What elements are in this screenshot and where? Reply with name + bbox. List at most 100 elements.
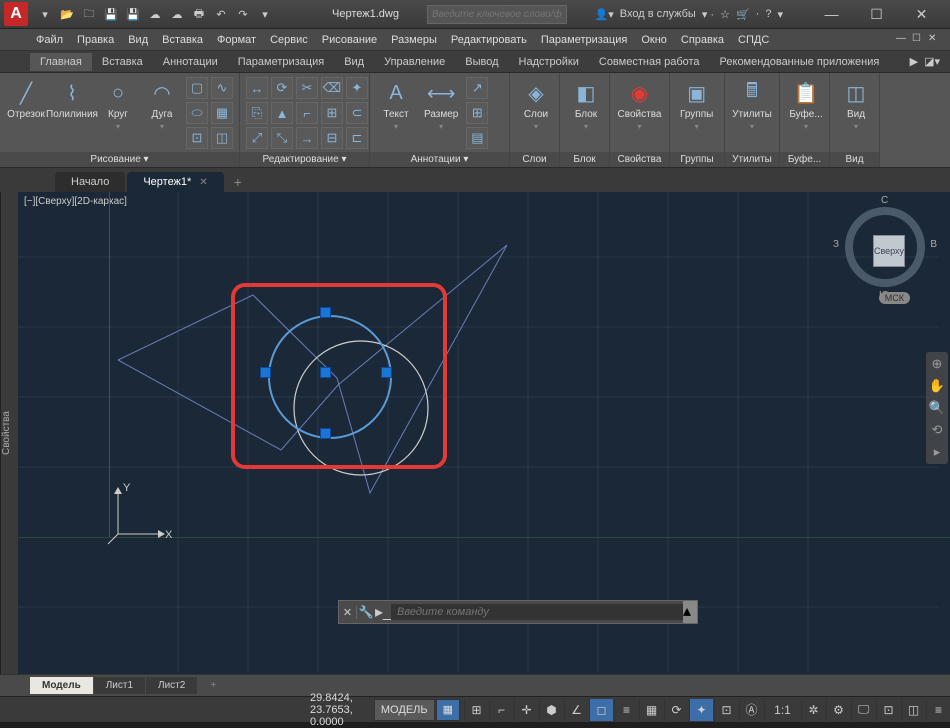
trim-icon[interactable]: ✂ [296,77,318,99]
mirror-icon[interactable]: ▲ [271,102,293,124]
block-button[interactable]: ◧Блок▾ [566,77,606,133]
menu-tools[interactable]: Сервис [264,32,314,48]
move-icon[interactable]: ↔ [246,77,268,99]
minimize-button[interactable]: ― [809,0,854,29]
ws-icon[interactable]: ⚙ [826,699,850,721]
ortho-icon[interactable]: ⌐ [489,699,513,721]
cloud2-icon[interactable]: ☁ [168,5,186,23]
cmdline-grip-icon[interactable]: ▴ [683,601,697,623]
viewcube[interactable]: Сверху С Ю З В [845,207,925,287]
tab-manage[interactable]: Управление [374,53,455,71]
doc-close-icon[interactable]: ✕ [928,33,942,47]
menu-spds[interactable]: СПДС [732,32,775,48]
play-icon[interactable]: ▶ [910,55,918,68]
tab-drawing[interactable]: Чертеж1*✕ [127,172,223,192]
clipboard-button[interactable]: 📋Буфе...▾ [786,77,826,133]
array-icon[interactable]: ⊞ [321,102,343,124]
zoom-icon[interactable]: 🔍 [929,400,945,416]
lwt-icon[interactable]: ≡ [614,699,638,721]
erase-icon[interactable]: ⌫ [321,77,343,99]
custom-icon[interactable]: ≡ [926,699,950,721]
tab-start[interactable]: Начало [55,172,125,192]
pan-icon[interactable]: ✋ [929,378,945,394]
properties-button[interactable]: ◉Свойства▾ [616,77,663,133]
fillet-icon[interactable]: ⌐ [296,102,318,124]
menu-insert[interactable]: Вставка [156,32,209,48]
menu-format[interactable]: Формат [211,32,262,48]
saveas-icon[interactable]: 💾 [124,5,142,23]
command-input[interactable] [391,604,683,620]
line-button[interactable]: ╱Отрезок [6,77,46,122]
modelspace-button[interactable]: МОДЕЛЬ [374,699,435,721]
tab-featured[interactable]: Рекомендованные приложения [710,53,890,71]
scale-icon[interactable]: ⤡ [271,127,293,149]
user-icon[interactable]: 👤▾ [595,8,614,21]
scale-label[interactable]: 1:1 [764,699,800,721]
menu-view[interactable]: Вид [122,32,154,48]
menu-modify[interactable]: Редактировать [445,32,533,48]
properties-panel-collapsed[interactable]: Свойства [0,192,18,674]
doc-max-icon[interactable]: ☐ [912,33,926,47]
stretch-icon[interactable]: ⤢ [246,127,268,149]
menu-dimension[interactable]: Размеры [385,32,443,48]
app-logo[interactable]: A [4,2,28,26]
menu-help[interactable]: Справка [675,32,730,48]
join-icon[interactable]: ⊏ [346,127,368,149]
showmotion-icon[interactable]: ▸ [934,444,941,460]
ellipse-icon[interactable]: ⬭ [186,102,208,124]
point-icon[interactable]: ⊡ [186,127,208,149]
tab-home[interactable]: Главная [30,53,92,71]
menu-window[interactable]: Окно [635,32,673,48]
dyn-icon[interactable]: ✦ [689,699,713,721]
polar-icon[interactable]: ✛ [514,699,538,721]
tab-close-icon[interactable]: ✕ [199,177,207,188]
polyline-button[interactable]: ⌇Полилиния [50,77,94,122]
cmdline-config-icon[interactable]: 🔧 [357,605,375,619]
tab-parametric[interactable]: Параметризация [228,53,334,71]
cloud-icon[interactable]: ☁ [146,5,164,23]
osnap-icon[interactable]: ◻ [589,699,613,721]
drawing-canvas[interactable]: [−][Сверху][2D-каркас] X Y Сверху С [18,192,950,674]
view-button[interactable]: ◫Вид▾ [836,77,876,133]
hw-icon[interactable]: ⊡ [876,699,900,721]
doc-min-icon[interactable]: ― [896,33,910,47]
close-button[interactable]: ✕ [899,0,944,29]
layers-button[interactable]: ◈Слои▾ [516,77,556,133]
groups-button[interactable]: ▣Группы▾ [676,77,717,133]
arc-button[interactable]: ◠Дуга▾ [142,77,182,133]
plot-icon[interactable]: 🖶 [190,5,208,23]
monitor-icon[interactable]: 🖵 [851,699,875,721]
search-input[interactable] [427,5,567,24]
exchange-icon[interactable]: ☆ [720,8,730,21]
tab-addins[interactable]: Надстройки [509,53,589,71]
sc-icon[interactable]: Ⓐ [739,699,763,721]
text-button[interactable]: AТекст▾ [376,77,416,133]
snap-icon[interactable]: ⊞ [464,699,488,721]
spline-icon[interactable]: ∿ [211,77,233,99]
circle-button[interactable]: ○Круг▾ [98,77,138,133]
tab-view[interactable]: Вид [334,53,374,71]
panel-annot-title[interactable]: Аннотации ▾ [370,152,509,167]
rect-icon[interactable]: ▢ [186,77,208,99]
dimension-button[interactable]: ⟷Размер▾ [420,77,462,133]
rotate-icon[interactable]: ⟳ [271,77,293,99]
menu-edit[interactable]: Правка [71,32,120,48]
save-icon[interactable]: 💾 [102,5,120,23]
qp-icon[interactable]: ⊡ [714,699,738,721]
cart-icon[interactable]: 🛒 [736,8,750,21]
explode-icon[interactable]: ✦ [346,77,368,99]
region-icon[interactable]: ◫ [211,127,233,149]
ribbon-collapse-icon[interactable]: ◪▾ [924,55,940,68]
transp-icon[interactable]: ▦ [639,699,663,721]
menu-file[interactable]: Файл [30,32,69,48]
folder-icon[interactable]: 🗀 [80,5,98,23]
wcs-label[interactable]: МСК [879,292,910,304]
otrack-icon[interactable]: ∠ [564,699,588,721]
anno-icon[interactable]: ✲ [801,699,825,721]
copy-icon[interactable]: ⎘ [246,102,268,124]
iso-icon[interactable]: ⬢ [539,699,563,721]
grid-toggle[interactable]: ▦ [436,699,460,721]
menu-parametric[interactable]: Параметризация [535,32,633,48]
tab-insert[interactable]: Вставка [92,53,153,71]
signin-link[interactable]: Вход в службы [620,8,696,20]
